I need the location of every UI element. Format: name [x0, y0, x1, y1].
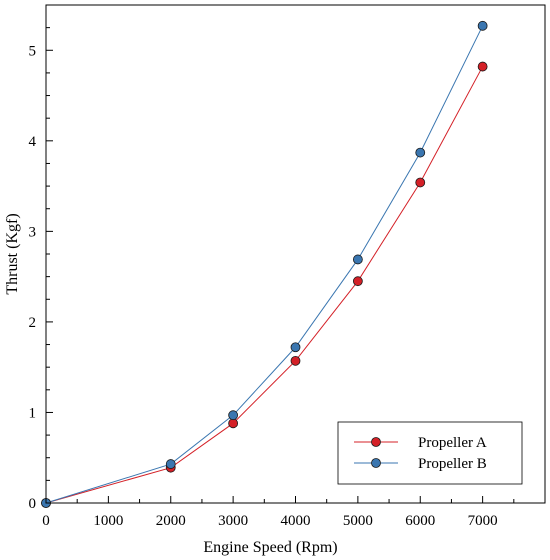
data-point — [352, 254, 363, 265]
data-point — [415, 147, 426, 158]
legend-marker — [371, 437, 381, 447]
x-tick-label: 7000 — [468, 513, 498, 529]
data-point — [228, 418, 239, 429]
x-tick-label: 1000 — [93, 513, 123, 529]
y-tick-label: 0 — [29, 496, 37, 512]
data-point — [352, 276, 363, 287]
legend-marker — [371, 458, 381, 468]
x-axis-title: Engine Speed (Rpm) — [203, 539, 337, 556]
data-point — [165, 459, 176, 469]
legend-box — [337, 421, 523, 485]
legend-label: Propeller A — [418, 435, 487, 451]
series-b — [41, 20, 488, 508]
x-tick-label: 5000 — [343, 513, 373, 529]
y-tick-label: 2 — [29, 315, 37, 331]
series-layer — [41, 20, 488, 508]
y-tick-label: 5 — [29, 43, 37, 59]
data-point — [477, 61, 488, 72]
y-tick-label: 3 — [29, 224, 37, 240]
x-tick-label: 4000 — [281, 513, 311, 529]
x-tick-label: 3000 — [218, 513, 248, 529]
y-axis-title: Thrust (Kgf) — [4, 213, 21, 294]
legend-item: Propeller B — [354, 456, 487, 472]
data-point — [415, 177, 426, 188]
x-tick-label: 2000 — [156, 513, 186, 529]
data-point — [477, 20, 488, 31]
y-tick-label: 4 — [29, 134, 37, 150]
x-tick-label: 0 — [42, 513, 50, 529]
ticks-layer: 0 1000 2000 3000 4000 5000 6000 7000 0 1 2 3 4 5 — [29, 4, 546, 529]
data-point — [290, 355, 301, 366]
data-point — [228, 410, 239, 421]
x-tick-label: 6000 — [405, 513, 435, 529]
data-point — [290, 342, 301, 353]
plot-frame — [45, 4, 546, 504]
legend-label: Propeller B — [418, 456, 487, 472]
y-tick-label: 1 — [29, 405, 37, 421]
legend: Propeller A Propeller B — [337, 421, 523, 485]
legend-item: Propeller A — [354, 435, 487, 451]
